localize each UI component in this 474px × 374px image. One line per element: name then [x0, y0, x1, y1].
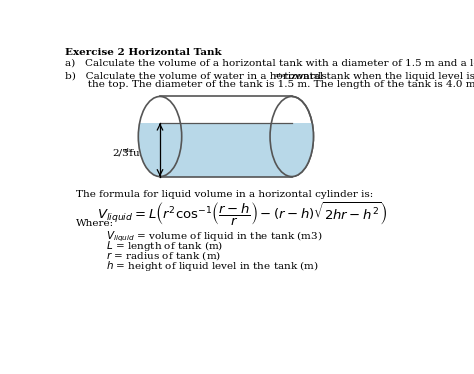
- Text: $L$ = length of tank (m): $L$ = length of tank (m): [106, 239, 223, 253]
- Ellipse shape: [270, 96, 313, 177]
- Bar: [160, 96, 292, 177]
- Text: The formula for liquid volume in a horizontal cylinder is:: The formula for liquid volume in a horiz…: [76, 190, 374, 199]
- Text: Where:: Where:: [76, 219, 114, 228]
- Text: a)   Calculate the volume of a horizontal tank with a diameter of 1.5 m and a le: a) Calculate the volume of a horizontal …: [65, 59, 474, 68]
- Text: $V_{liquid} = L\left(r^2\cos^{-1}\!\left(\dfrac{r-h}{r}\right)-(r-h)\sqrt{2hr-h^: $V_{liquid} = L\left(r^2\cos^{-1}\!\left…: [98, 200, 388, 228]
- Ellipse shape: [138, 96, 182, 177]
- Text: 2/3: 2/3: [112, 149, 129, 158]
- Text: the top. The diameter of the tank is 1.5 m. The length of the tank is 4.0 m.: the top. The diameter of the tank is 1.5…: [65, 80, 474, 89]
- Text: rds: rds: [123, 148, 133, 153]
- Ellipse shape: [138, 96, 182, 177]
- Ellipse shape: [270, 96, 313, 177]
- Text: $h$ = height of liquid level in the tank (m): $h$ = height of liquid level in the tank…: [106, 258, 319, 273]
- Text: rds: rds: [275, 73, 285, 77]
- Text: Exercise 2 Horizontal Tank: Exercise 2 Horizontal Tank: [65, 48, 222, 57]
- Bar: [160, 123, 292, 177]
- Text: towards: towards: [281, 72, 327, 81]
- Text: $V_{liquid}$ = volume of liquid in the tank (m3): $V_{liquid}$ = volume of liquid in the t…: [106, 230, 322, 244]
- Text: $r$ = radius of tank (m): $r$ = radius of tank (m): [106, 249, 221, 262]
- Text: full: full: [126, 149, 146, 158]
- Text: b)   Calculate the volume of water in a horizontal tank when the liquid level is: b) Calculate the volume of water in a ho…: [65, 72, 474, 81]
